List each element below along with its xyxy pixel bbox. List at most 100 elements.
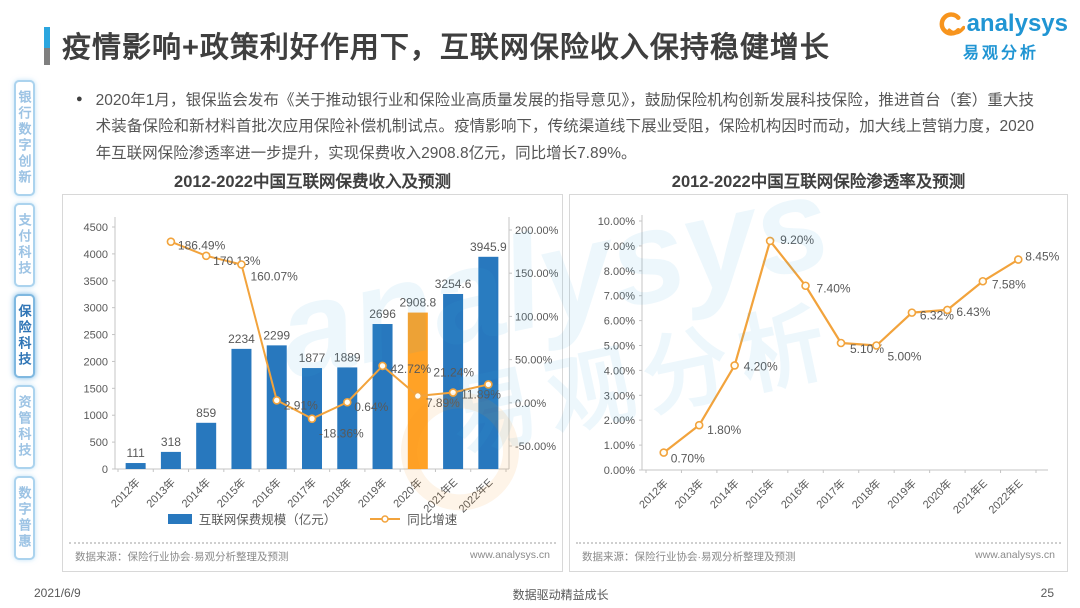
y2-tick-label: 100.00% <box>515 311 559 323</box>
line-value-label: 2.91% <box>284 398 318 412</box>
bar <box>266 345 287 469</box>
line-value-label: 7.89% <box>426 396 460 410</box>
y-tick-label: 7.00% <box>604 291 635 303</box>
line-value-label: 4.20% <box>744 359 778 373</box>
sidebar-item-digital-inclusion[interactable]: 数字普惠 <box>13 476 35 560</box>
y-tick-label: 4500 <box>84 222 108 234</box>
line-point <box>448 388 458 397</box>
y-tick-label: 3.00% <box>604 390 635 402</box>
x-tick-label: 2012年 <box>108 475 143 510</box>
line-point <box>484 380 493 389</box>
line-value-label: 9.20% <box>780 233 814 247</box>
logo-brand-cn: 易观分析 <box>962 45 1039 62</box>
right-chart-card: 10.00% 9.00% 8.00% 7.00% 6.00% 5.00% 4.00% 3.00… <box>569 194 1068 572</box>
x-tick-label: 2012年 <box>636 476 671 511</box>
line-value-label: 0.70% <box>671 452 705 466</box>
logo-brand-text: analysys <box>966 10 1068 37</box>
y-tick-label: 5.00% <box>604 341 635 353</box>
y-tick-label: 4.00% <box>604 365 635 377</box>
y2-tick-label: -50.00% <box>515 441 556 453</box>
footer-page-number: 25 <box>1040 586 1054 600</box>
line-point <box>730 361 739 370</box>
bar-value-label: 3945.9 <box>470 240 507 254</box>
sidebar-item-insurance-tech[interactable]: 保险科技 <box>13 294 35 378</box>
bar <box>372 324 393 469</box>
bar-value-label: 2299 <box>263 328 290 342</box>
y-tick-label: 8.00% <box>604 266 635 278</box>
bar-value-label: 2234 <box>228 332 255 346</box>
title-accent-bar <box>44 27 50 65</box>
left-website-text: www.analysys.cn <box>470 549 550 561</box>
x-tick-label: 2015年 <box>742 476 777 511</box>
x-tick-label: 2020年 <box>390 475 425 510</box>
line-value-label: -18.36% <box>319 427 364 441</box>
bar-value-label: 1889 <box>334 350 361 364</box>
x-tick-label: 2018年 <box>849 476 884 511</box>
bar <box>407 312 428 469</box>
summary-block: ● 2020年1月，银保监会发布《关于推动银行业和保险业高质量发展的指导意见》，… <box>76 88 1034 167</box>
bar <box>125 463 146 469</box>
line-point <box>801 281 810 291</box>
x-tick-label: 2021年E <box>950 476 990 516</box>
growth-line <box>170 240 489 420</box>
y-tick-label: 2000 <box>84 356 108 368</box>
line-value-label: 186.49% <box>178 239 226 253</box>
line-value-label: 1.80% <box>707 423 741 437</box>
y-tick-label: 6.00% <box>604 316 635 328</box>
line-point <box>943 305 952 315</box>
x-tick-label: 2022年E <box>985 476 1025 516</box>
line-point <box>307 414 317 423</box>
analysys-logo: analysys 易观分析 <box>934 10 1068 63</box>
y-tick-label: 2500 <box>84 330 108 342</box>
line-point <box>694 420 704 430</box>
line-value-label: 0.64% <box>354 400 388 414</box>
footer: 2021/6/9 数据驱动精益成长 25 <box>0 586 1080 603</box>
y2-tick-label: 50.00% <box>515 355 553 367</box>
x-tick-label: 2014年 <box>707 476 742 511</box>
x-tick-label: 2016年 <box>249 475 284 510</box>
bar-value-label: 2908.8 <box>399 296 436 310</box>
y-tick-label: 0.00% <box>604 465 635 477</box>
left-chart-title: 2012-2022中国互联网保费收入及预测 <box>174 173 451 191</box>
line-value-label: 170.13% <box>213 254 261 268</box>
header: 疫情影响+政策利好作用下，互联网保险收入保持稳健增长 <box>44 24 830 66</box>
bar-value-label: 318 <box>161 435 181 449</box>
sidebar-item-payment-tech[interactable]: 支付科技 <box>13 203 35 287</box>
line-point <box>978 276 988 286</box>
line-value-label: 160.07% <box>250 269 298 283</box>
sidebar: 银行数字创新 支付科技 保险科技 资管科技 数字普惠 <box>7 80 41 560</box>
x-tick-label: 2019年 <box>355 475 390 510</box>
bar <box>196 422 217 469</box>
y-tick-label: 1000 <box>84 410 108 422</box>
right-chart: 10.00% 9.00% 8.00% 7.00% 6.00% 5.00% 4.00% 3.00… <box>598 215 1060 516</box>
left-chart: 4500 4000 3500 3000 2500 2000 1500 1000 500 0 200.… <box>84 217 559 515</box>
y-tick-label: 10.00% <box>598 216 636 228</box>
x-tick-label: 2015年 <box>214 475 249 510</box>
right-source-text: 数据来源：保险行业协会·易观分析整理及预测 <box>582 551 796 563</box>
bar <box>478 256 499 469</box>
line-point <box>836 338 846 348</box>
line-value-label: 7.58% <box>992 277 1026 291</box>
sidebar-item-asset-mgmt-tech[interactable]: 资管科技 <box>13 385 35 469</box>
line-point <box>342 397 352 407</box>
bar <box>337 367 358 469</box>
sidebar-item-bank-digital[interactable]: 银行数字创新 <box>13 80 35 196</box>
bar <box>231 348 252 469</box>
y-tick-label: 2.00% <box>604 415 635 427</box>
x-tick-label: 2019年 <box>884 476 919 511</box>
line-value-label: 6.43% <box>956 305 990 319</box>
bar <box>443 293 464 469</box>
bar-value-label: 3254.6 <box>435 277 472 291</box>
dotted-divider <box>576 542 1061 544</box>
line-point <box>237 260 246 269</box>
right-chart-title: 2012-2022中国互联网保险渗透率及预测 <box>671 173 966 191</box>
footer-slogan: 数据驱动精益成长 <box>512 588 609 602</box>
bar <box>160 451 181 469</box>
line-point <box>272 395 282 405</box>
bar-value-label: 1877 <box>299 351 326 365</box>
footer-date: 2021/6/9 <box>34 586 81 600</box>
line-point <box>201 251 211 261</box>
line-value-label: 11.89% <box>461 388 501 402</box>
legend-line-label: 同比增速 <box>407 513 458 527</box>
